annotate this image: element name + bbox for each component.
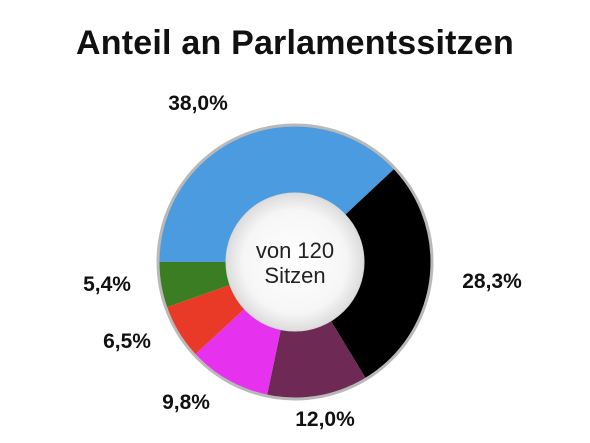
donut-outer-border xyxy=(156,123,434,401)
donut-slice-1 xyxy=(158,125,395,262)
slice-label-5: 6,5% xyxy=(103,330,151,353)
donut-center xyxy=(225,192,365,332)
slice-label-2: 28,3% xyxy=(462,270,522,293)
chart-title: Anteil an Parlamentssitzen xyxy=(76,24,514,62)
slice-label-1: 38,0% xyxy=(168,92,228,115)
center-label-unit: Sitzen xyxy=(264,263,325,288)
center-label-total: von 120 xyxy=(256,238,334,263)
slice-label-6: 5,4% xyxy=(83,273,131,296)
slice-label-4: 9,8% xyxy=(162,391,210,414)
slice-labels: 38,0% 28,3% 12,0% 9,8% 6,5% 5,4% xyxy=(83,92,522,431)
slice-label-3: 12,0% xyxy=(295,408,355,431)
